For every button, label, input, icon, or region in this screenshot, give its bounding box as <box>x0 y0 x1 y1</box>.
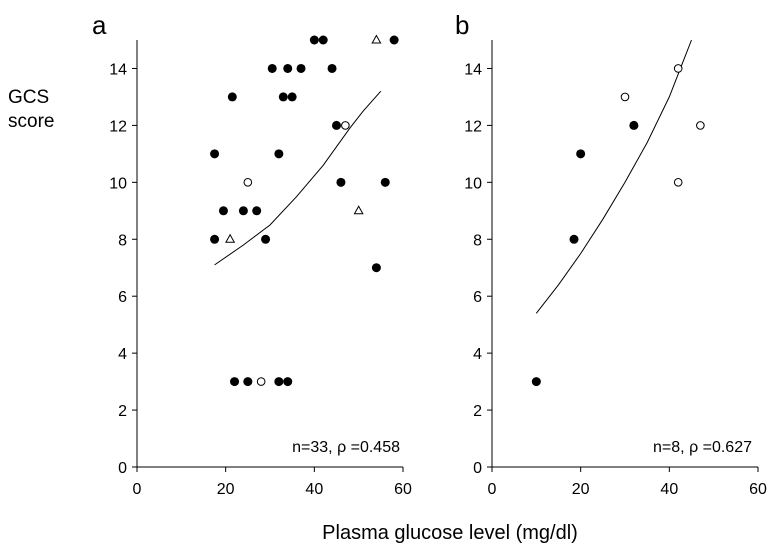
data-point-filled-circle <box>274 149 284 159</box>
x-tick-label: 40 <box>305 481 323 498</box>
y-tick-label: 10 <box>464 175 482 192</box>
data-point-filled-circle <box>309 35 319 45</box>
x-axis-label: Plasma glucose level (mg/dl) <box>322 522 578 544</box>
data-point-filled-circle <box>531 377 541 387</box>
y-tick-label: 4 <box>473 346 482 363</box>
data-point-filled-circle <box>287 92 297 102</box>
data-point-filled-circle <box>296 63 306 73</box>
panel-label: b <box>455 10 469 40</box>
data-point-open-circle <box>620 92 630 102</box>
data-point-filled-circle <box>332 120 341 130</box>
y-tick-label: 2 <box>473 403 482 420</box>
y-tick-label: 0 <box>118 460 127 477</box>
data-point-filled-circle <box>210 234 220 244</box>
data-point-open-triangle <box>353 205 364 215</box>
data-point-open-circle <box>673 64 683 73</box>
data-point-open-triangle <box>371 34 382 44</box>
panel-label: a <box>92 10 107 40</box>
x-tick-label: 20 <box>572 481 590 498</box>
stats-annotation: n=8, ρ =0.627 <box>653 439 752 456</box>
data-point-open-circle <box>341 121 350 130</box>
data-point-filled-circle <box>230 377 240 387</box>
data-point-filled-circle <box>274 377 284 387</box>
y-axis-label-line2: score <box>8 111 54 132</box>
data-point-filled-circle <box>227 92 237 102</box>
y-tick-label: 2 <box>118 403 127 420</box>
panel-b: 0 2 4 6 8 10 12 14 0 20 40 60 b n=8, ρ =0.627 <box>455 10 767 498</box>
data-point-filled-circle <box>327 63 337 73</box>
fit-curve <box>214 90 382 266</box>
data-point-open-circle <box>243 178 253 187</box>
y-tick-label: 8 <box>473 232 482 249</box>
data-point-filled-circle <box>283 63 293 73</box>
y-tick-label: 0 <box>473 460 482 477</box>
data-point-filled-circle <box>629 120 639 130</box>
data-point-filled-circle <box>371 263 381 273</box>
x-tick-label: 60 <box>749 481 767 498</box>
data-point-filled-circle <box>252 206 262 216</box>
data-point-filled-circle <box>380 177 390 187</box>
x-tick-label: 0 <box>488 481 497 498</box>
x-tick-label: 60 <box>394 481 412 498</box>
data-point-filled-circle <box>267 63 277 73</box>
rho-value: ρ =0.627 <box>689 439 752 456</box>
data-point-filled-circle <box>569 234 579 244</box>
data-point-filled-circle <box>389 35 399 45</box>
y-tick-label: 14 <box>464 61 482 78</box>
data-point-open-circle <box>256 377 266 386</box>
y-axis-label-line1: GCS <box>8 87 49 108</box>
y-tick-label: 14 <box>109 61 127 78</box>
data-point-filled-circle <box>318 35 328 45</box>
panel-a: 0 2 4 6 8 10 12 14 0 20 40 60 a n=33, ρ =0.458 <box>92 10 412 498</box>
data-point-open-circle <box>673 178 683 187</box>
data-point-filled-circle <box>576 149 586 159</box>
fit-curve <box>535 39 692 314</box>
y-tick-label: 6 <box>118 289 127 306</box>
stats-annotation: n=33, ρ =0.458 <box>292 439 400 456</box>
n-value: n=33, <box>292 439 337 456</box>
y-tick-label: 4 <box>118 346 127 363</box>
data-point-filled-circle <box>278 92 288 102</box>
data-point-open-triangle <box>225 233 236 243</box>
data-point-filled-circle <box>283 377 293 387</box>
data-point-filled-circle <box>238 206 248 216</box>
data-point-filled-circle <box>218 206 228 216</box>
y-tick-label: 12 <box>464 118 482 135</box>
data-point-filled-circle <box>210 149 220 159</box>
y-tick-label: 8 <box>118 232 127 249</box>
y-tick-label: 6 <box>473 289 482 306</box>
data-point-filled-circle <box>336 177 346 187</box>
panels: 0 2 4 6 8 10 12 14 0 20 40 60 a n=33, ρ =0.458 0 2 4 6 8 10… <box>92 10 767 498</box>
x-tick-label: 20 <box>217 481 235 498</box>
n-value: n=8, <box>653 439 689 456</box>
rho-value: ρ =0.458 <box>337 439 400 456</box>
x-tick-label: 0 <box>133 481 142 498</box>
data-point-filled-circle <box>243 377 253 387</box>
data-point-filled-circle <box>261 234 271 244</box>
x-tick-label: 40 <box>660 481 678 498</box>
y-tick-label: 10 <box>109 175 127 192</box>
data-point-open-circle <box>696 121 705 130</box>
y-tick-label: 12 <box>109 118 127 135</box>
